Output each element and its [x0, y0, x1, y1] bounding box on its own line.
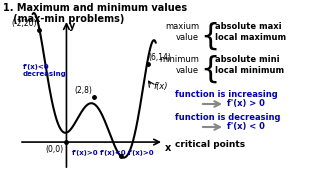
Text: f'(x) < 0: f'(x) < 0: [227, 122, 265, 131]
Text: f'(x)>0: f'(x)>0: [72, 150, 99, 156]
Text: {: {: [200, 22, 220, 51]
Text: x: x: [165, 143, 171, 153]
Text: minimum
value: minimum value: [159, 55, 199, 75]
Text: {: {: [200, 55, 220, 84]
Text: f'(x)<0: f'(x)<0: [100, 150, 127, 156]
Text: local maximum: local maximum: [215, 33, 286, 42]
Text: (0,0): (0,0): [45, 145, 63, 154]
Text: f(x): f(x): [153, 82, 167, 91]
Text: 1. Maximum and minimum values: 1. Maximum and minimum values: [3, 3, 187, 13]
Text: absolute mini: absolute mini: [215, 55, 280, 64]
Text: f'(x)<0
decreasing: f'(x)<0 decreasing: [23, 64, 67, 77]
Text: function is decreasing: function is decreasing: [175, 113, 281, 122]
Text: local minimum: local minimum: [215, 66, 284, 75]
Text: maxium
value: maxium value: [165, 22, 199, 42]
Text: function is increasing: function is increasing: [175, 90, 278, 99]
Text: f'(x) > 0: f'(x) > 0: [227, 99, 265, 108]
Text: critical points: critical points: [175, 140, 245, 149]
Text: (6,14): (6,14): [149, 53, 172, 62]
Text: (2,8): (2,8): [75, 86, 92, 95]
Text: (max-min problems): (max-min problems): [3, 14, 124, 24]
Text: f'(x)>0: f'(x)>0: [127, 150, 154, 156]
Text: y: y: [68, 21, 75, 31]
Text: (-2,20): (-2,20): [12, 19, 37, 28]
Text: absolute maxi: absolute maxi: [215, 22, 282, 31]
